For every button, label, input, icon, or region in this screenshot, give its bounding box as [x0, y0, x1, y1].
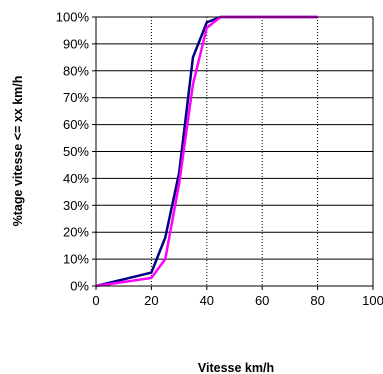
x-axis-title: Vitesse km/h: [198, 361, 274, 374]
y-tick-label: 50%: [63, 144, 89, 159]
y-tick-label: 100%: [56, 10, 90, 25]
x-tick-label: 20: [144, 293, 158, 308]
y-tick-label: 40%: [63, 171, 89, 186]
x-tick-label: 100: [362, 293, 383, 308]
x-axis-ticks: 0 20 40 60 80 100: [92, 286, 383, 308]
x-tick-label: 0: [92, 293, 99, 308]
x-tick-label: 80: [310, 293, 324, 308]
y-axis-ticks: 0% 10% 20% 30% 40% 50% 60% 70% 80% 90% 100%: [56, 10, 96, 294]
y-tick-label: 0%: [70, 279, 89, 294]
y-tick-label: 10%: [63, 252, 89, 267]
gridlines: [96, 17, 373, 286]
y-axis-title: %tage vitesse <= xx km/h: [11, 76, 25, 227]
y-tick-label: 70%: [63, 90, 89, 105]
plot-area-frame: [95, 16, 374, 287]
y-tick-label: 30%: [63, 198, 89, 213]
x-tick-label: 40: [200, 293, 214, 308]
x-tick-label: 60: [255, 293, 269, 308]
y-tick-label: 60%: [63, 117, 89, 132]
y-tick-label: 80%: [63, 63, 89, 78]
y-tick-label: 20%: [63, 225, 89, 240]
y-tick-label: 90%: [63, 36, 89, 51]
